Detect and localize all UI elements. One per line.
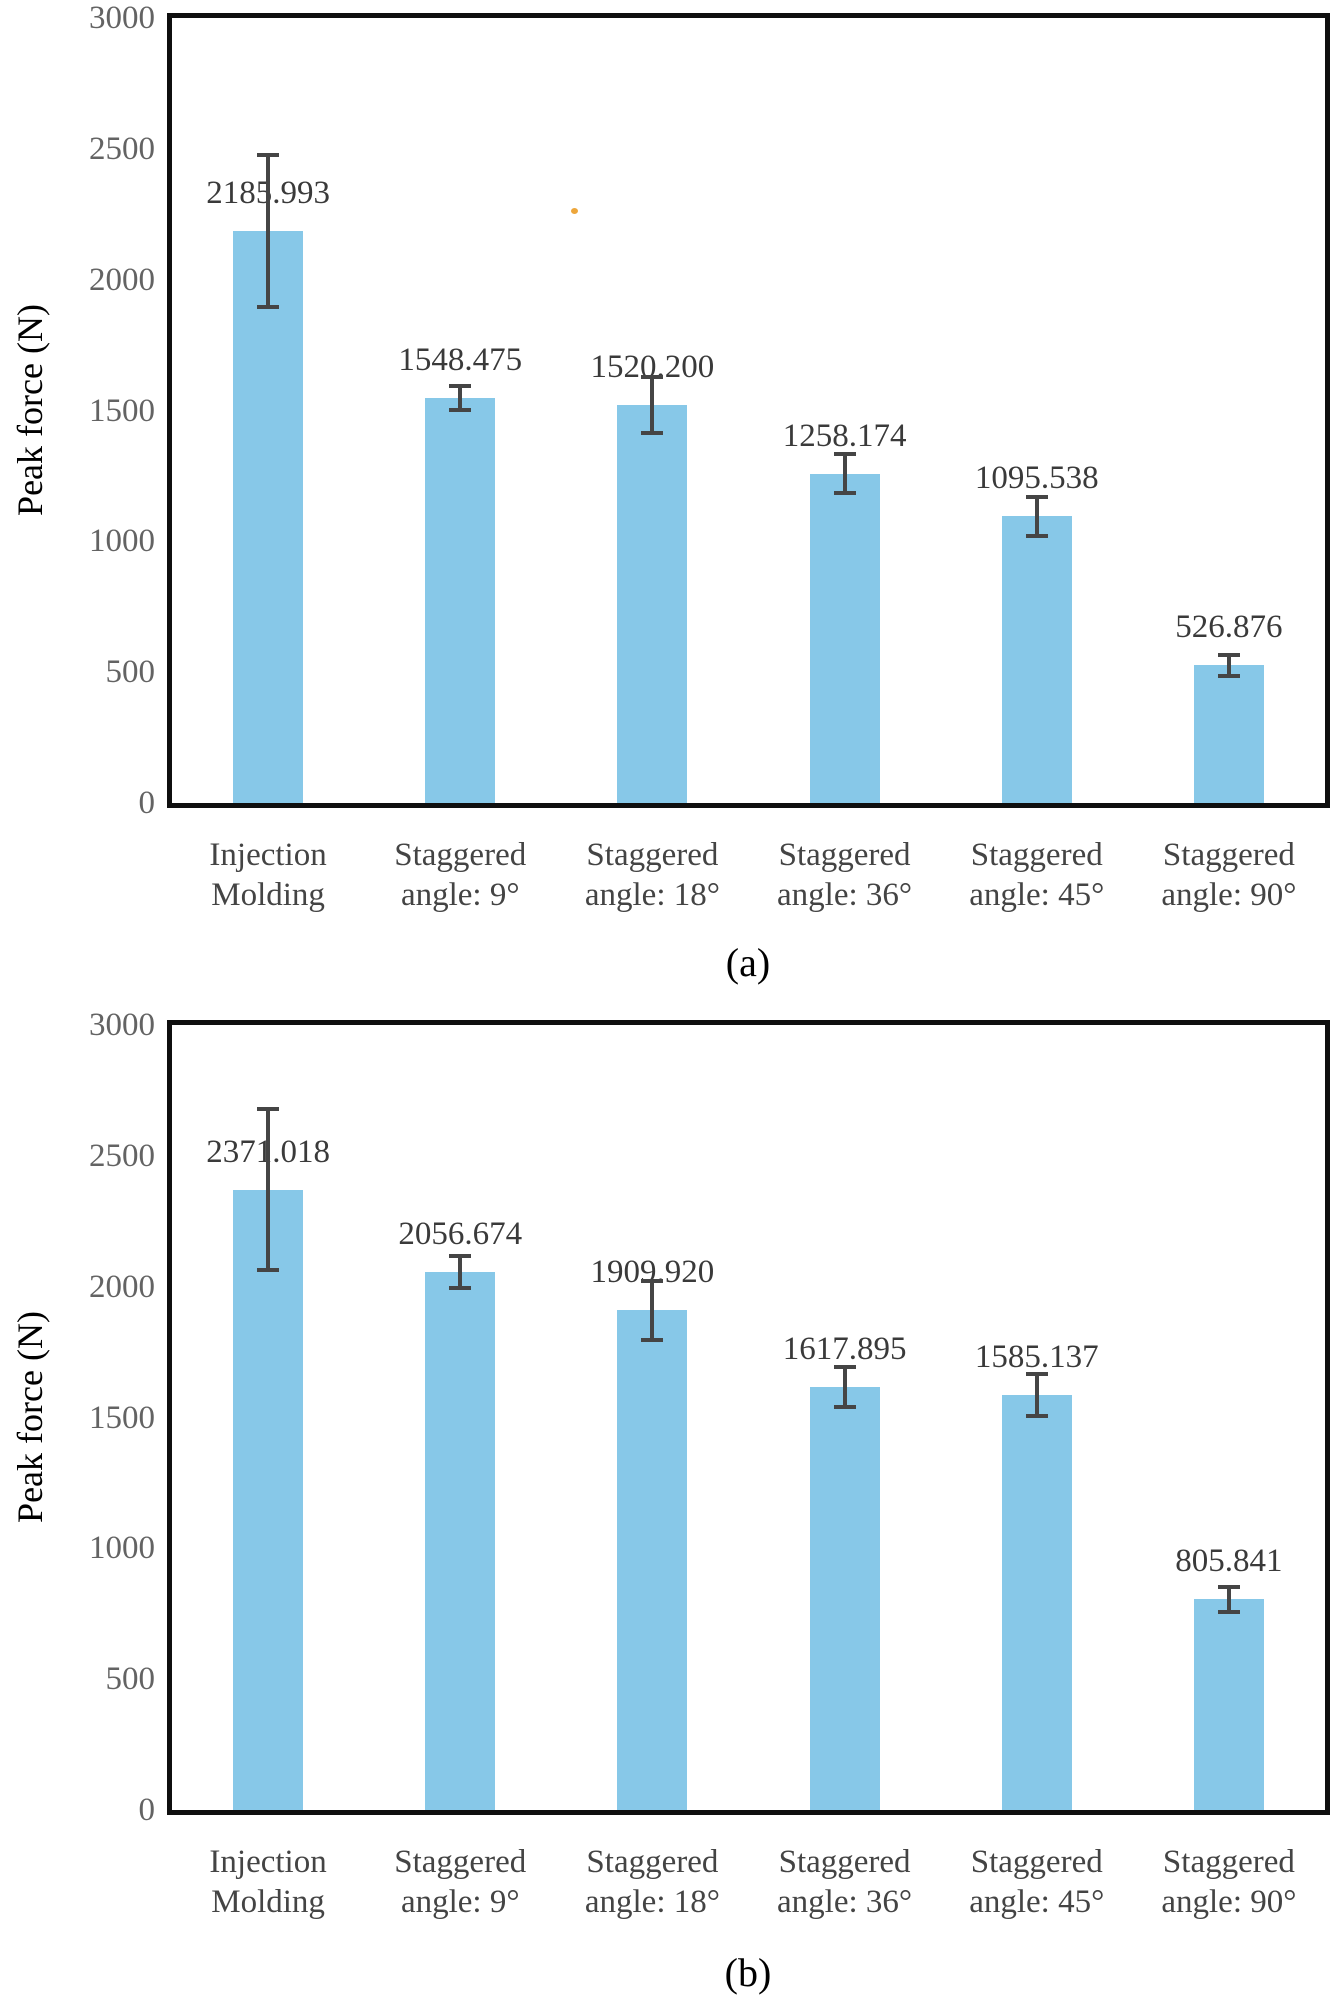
y-tick-label: 1000 (89, 523, 155, 560)
y-tick-label: 3000 (89, 1007, 155, 1043)
error-bar-cap (449, 384, 472, 389)
data-label: 2056.674 (398, 1215, 523, 1252)
bar (809, 473, 880, 803)
x-category-label: Staggered angle: 18° (584, 837, 720, 913)
y-tick-label: 2000 (89, 261, 155, 298)
error-bar-line (266, 154, 271, 308)
error-bar-cap (1217, 673, 1240, 678)
error-bar-cap (641, 1337, 664, 1342)
data-label: 1548.475 (398, 341, 523, 378)
y-tick-label: 500 (105, 654, 156, 691)
bar (1193, 665, 1264, 803)
data-label: 1095.538 (974, 460, 1099, 497)
error-bar-cap (833, 1404, 856, 1409)
bar (233, 230, 304, 803)
y-tick-label: 3000 (89, 0, 155, 36)
y-tick-label: 2500 (89, 130, 155, 167)
x-category-label: Staggered angle: 9° (394, 837, 527, 913)
error-bar-cap (641, 431, 664, 436)
error-bar-cap (1025, 533, 1048, 538)
y-tick-label: 2500 (89, 1137, 155, 1174)
bar (809, 1386, 880, 1810)
error-bar-line (842, 454, 847, 494)
bar (1001, 1395, 1072, 1810)
bar (617, 1310, 688, 1810)
caption-a: (a) (725, 940, 771, 985)
error-bar-cap (1025, 1372, 1048, 1377)
error-bar-line (266, 1108, 271, 1271)
error-bar-cap (449, 407, 472, 412)
error-bar-cap (1025, 1414, 1048, 1419)
y-tick-label: 1000 (89, 1530, 155, 1567)
error-bar-line (1034, 496, 1039, 536)
y-tick-label: 0 (138, 785, 156, 821)
error-bar-line (650, 1280, 655, 1340)
y-tick-label: 1500 (89, 392, 155, 429)
error-bar-cap (1217, 1609, 1240, 1614)
error-bar-cap (257, 152, 280, 157)
y-tick-label: 0 (138, 1792, 156, 1828)
x-category-label: Injection Molding (209, 1844, 327, 1920)
error-bar-line (1226, 1586, 1231, 1612)
error-bar-cap (833, 452, 856, 457)
error-bar-line (650, 376, 655, 434)
x-category-label: Staggered angle: 9° (394, 1844, 527, 1920)
x-category-label: Staggered angle: 36° (777, 837, 913, 913)
caption-b: (b) (724, 1950, 772, 1995)
error-bar-line (458, 1255, 463, 1289)
bar (1001, 516, 1072, 803)
bar (1193, 1599, 1264, 1810)
x-category-label: Staggered angle: 45° (969, 1844, 1105, 1920)
error-bar-line (1226, 654, 1231, 676)
data-label: 1617.895 (782, 1330, 907, 1367)
bar (233, 1189, 304, 1810)
x-category-label: Staggered angle: 18° (584, 1844, 720, 1920)
error-bar-line (842, 1366, 847, 1407)
error-bar-cap (833, 491, 856, 496)
error-bar-cap (257, 1106, 280, 1111)
error-bar-cap (449, 1253, 472, 1258)
x-category-label: Staggered angle: 90° (1161, 837, 1297, 913)
data-label: 805.841 (1175, 1543, 1283, 1580)
plot-area-a (167, 13, 1330, 808)
bar (425, 1271, 496, 1810)
error-bar-line (1034, 1374, 1039, 1417)
x-category-label: Staggered angle: 45° (969, 837, 1105, 913)
error-bar-cap (257, 1268, 280, 1273)
plot-area-b (167, 1020, 1330, 1815)
error-bar-cap (1217, 652, 1240, 657)
bar (425, 397, 496, 803)
data-label: 1585.137 (974, 1339, 1099, 1376)
data-label: 526.876 (1175, 609, 1283, 646)
error-bar-line (458, 386, 463, 410)
error-bar-cap (641, 1278, 664, 1283)
x-category-label: Injection Molding (209, 837, 327, 913)
error-bar-cap (641, 374, 664, 379)
error-bar-cap (833, 1364, 856, 1369)
error-bar-cap (257, 305, 280, 310)
data-label: 1258.174 (782, 417, 907, 454)
x-category-label: Staggered angle: 36° (777, 1844, 913, 1920)
error-bar-cap (449, 1286, 472, 1291)
bar (617, 405, 688, 803)
stray-dot (571, 208, 578, 214)
y-tick-label: 500 (105, 1661, 156, 1698)
error-bar-cap (1025, 494, 1048, 499)
x-category-label: Staggered angle: 90° (1161, 1844, 1297, 1920)
error-bar-cap (1217, 1584, 1240, 1589)
y-tick-label: 1500 (89, 1399, 155, 1436)
y-tick-label: 2000 (89, 1268, 155, 1305)
